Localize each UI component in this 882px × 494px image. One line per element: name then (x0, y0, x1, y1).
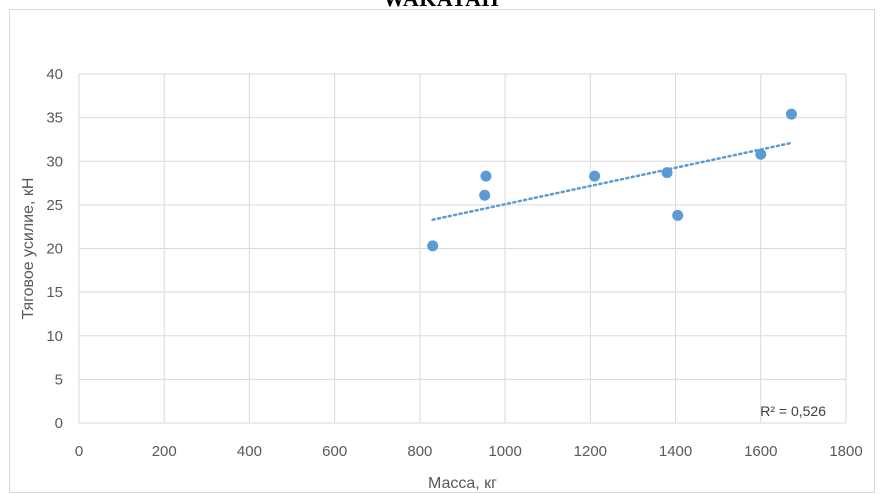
y-tick-label: 15 (46, 284, 63, 301)
chart-frame (9, 9, 875, 493)
y-axis-label: Тяговое усилие, кН (20, 178, 37, 320)
y-tick-label: 25 (46, 197, 63, 214)
data-point (661, 167, 673, 179)
x-tick-labels: 0 200 400 600 800 1000 1200 1400 1600 1800 (75, 443, 863, 460)
data-point (480, 170, 492, 182)
x-tick-label: 1200 (574, 443, 607, 460)
y-tick-label: 20 (46, 241, 63, 258)
y-tick-label: 30 (46, 153, 63, 170)
data-point (755, 148, 767, 160)
x-tick-label: 1800 (829, 443, 862, 460)
data-points (427, 108, 797, 252)
x-tick-label: 200 (152, 443, 177, 460)
data-point (672, 209, 684, 221)
x-tick-label: 600 (322, 443, 347, 460)
y-tick-labels: 0 5 10 15 20 25 30 35 40 (46, 66, 63, 432)
y-tick-label: 35 (46, 110, 63, 127)
x-tick-label: 0 (75, 443, 83, 460)
r-squared-label: R² = 0,526 (760, 403, 826, 419)
x-tick-label: 1600 (744, 443, 777, 460)
page-title: WAKATAH (0, 0, 882, 12)
data-point (479, 189, 491, 201)
trendline-group (431, 141, 793, 221)
y-tick-label: 10 (46, 328, 63, 345)
x-tick-label: 400 (237, 443, 262, 460)
trendline (431, 141, 793, 221)
y-tick-label: 40 (46, 66, 63, 83)
data-point (785, 108, 797, 120)
gridlines (78, 73, 847, 424)
y-tick-label: 0 (55, 415, 63, 432)
y-tick-label: 5 (55, 371, 63, 388)
x-tick-label: 1000 (488, 443, 521, 460)
x-tick-label: 800 (407, 443, 432, 460)
x-tick-label: 1400 (659, 443, 692, 460)
data-point (427, 240, 439, 252)
x-axis-label: Масса, кг (428, 475, 497, 492)
data-point (589, 170, 601, 182)
